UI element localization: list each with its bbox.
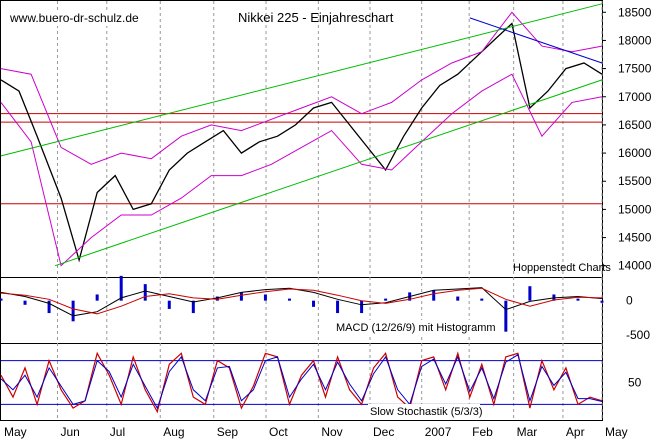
- month-label: Feb: [472, 425, 493, 439]
- price-tick-label: 14000: [618, 259, 652, 273]
- month-label: Apr: [566, 425, 585, 439]
- price-tick-label: 15000: [618, 202, 652, 216]
- month-label: Nov: [321, 425, 342, 439]
- macd-panel-frame: [0, 277, 603, 344]
- price-panel-frame: [0, 0, 603, 278]
- macd-tick-label: 0: [626, 294, 633, 308]
- series-line: [0, 11, 603, 165]
- price-tick-label: 16000: [618, 146, 652, 160]
- month-label: Dec: [373, 425, 394, 439]
- tick-labels: 18500 18000 17500 17000 16500 16000 15500 15000…: [602, 5, 652, 390]
- series-line: [54, 79, 603, 267]
- month-label: Aug: [163, 425, 184, 439]
- price-tick-label: 18000: [618, 33, 652, 47]
- source-note: Hoppenstedt Charts: [513, 262, 611, 274]
- macd-line: [0, 287, 603, 317]
- month-label: Sep: [217, 425, 239, 439]
- price-tick-label: 16500: [618, 118, 652, 132]
- stoch-tick-label: 50: [628, 376, 642, 390]
- month-label: Jun: [60, 425, 79, 439]
- watermark: www.buero-dr-schulz.de: [9, 11, 139, 25]
- price-series: [0, 3, 603, 267]
- macd-label-box: [334, 320, 496, 334]
- macd-label: MACD (12/26/9) mit Histogramm: [336, 322, 496, 334]
- series-line: [0, 22, 603, 263]
- price-tick-label: 17000: [618, 90, 652, 104]
- macd-tick-label: -500: [626, 328, 650, 342]
- month-label: May: [4, 425, 27, 439]
- stoch-label-box: [368, 404, 480, 418]
- stoch-label: Slow Stochastik (5/3/3): [370, 406, 483, 418]
- macd-signal-line: [0, 287, 603, 315]
- stoch-d-line: [0, 354, 603, 410]
- month-labels: May Jun Jul Aug Sep Oct Nov Dec 2007 Feb Mar Apr May: [4, 425, 628, 439]
- stoch-series: [0, 351, 603, 414]
- month-label: Oct: [269, 425, 288, 439]
- month-label: Jul: [110, 425, 125, 439]
- series-line: [0, 73, 603, 267]
- watermark-box: [8, 10, 138, 26]
- chart-title: Nikkei 225 - Einjahreschart: [238, 10, 394, 25]
- grid-layer: [56, 1, 603, 420]
- price-tick-label: 14500: [618, 231, 652, 245]
- month-label: Mar: [517, 425, 538, 439]
- series-line: [469, 17, 603, 64]
- macd-series: [0, 275, 604, 332]
- series-line: [0, 3, 603, 157]
- price-tick-label: 17500: [618, 62, 652, 76]
- stoch-k-line: [0, 351, 603, 414]
- price-tick-label: 18500: [618, 5, 652, 19]
- price-tick-label: 15500: [618, 174, 652, 188]
- support-levels: [1, 113, 602, 205]
- month-label: 2007: [425, 425, 452, 439]
- month-label: May: [605, 425, 628, 439]
